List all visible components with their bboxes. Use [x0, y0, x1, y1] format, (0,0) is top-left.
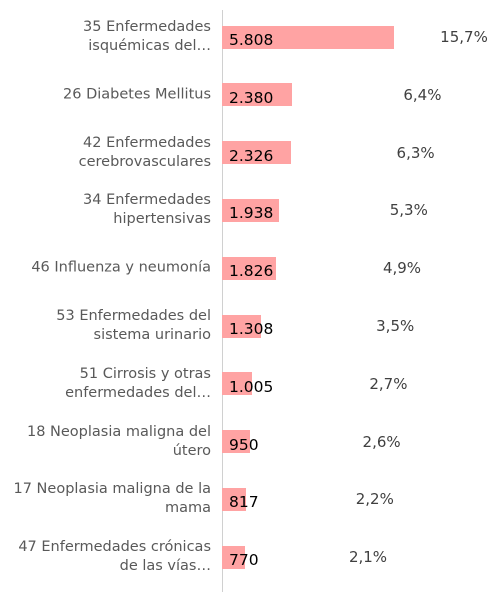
- value-label: 1.308: [229, 320, 274, 338]
- category-label: 35 Enfermedades isquémicas del…: [83, 19, 211, 54]
- share-label: 15,7%: [440, 28, 488, 46]
- share-label: 2,6%: [362, 432, 401, 451]
- bar: [222, 256, 277, 280]
- bar: [222, 25, 394, 49]
- category-label: 26 Diabetes Mellitus: [63, 86, 211, 103]
- share-label: 5,3%: [389, 201, 428, 220]
- category-label: 51 Cirrosis y otras enfermedades del…: [65, 365, 211, 401]
- bar: [222, 487, 247, 511]
- value-label: 950: [229, 435, 259, 454]
- bar: [222, 430, 251, 454]
- category-label: 53 Enfermedades del sistema urinario: [56, 308, 211, 343]
- bar: [222, 198, 280, 222]
- category-label: 18 Neoplasia maligna del útero: [26, 423, 211, 459]
- share-label: 4,9%: [382, 259, 422, 278]
- value-label: 1.005: [229, 377, 274, 396]
- bar: [222, 141, 291, 165]
- category-label: 47 Enfermedades crónicas de las vías…: [18, 539, 211, 575]
- bar: [222, 83, 293, 107]
- bar: [222, 372, 252, 396]
- value-label: 1.938: [229, 204, 274, 223]
- value-label: 2.380: [229, 88, 274, 107]
- share-label: 6,3%: [396, 143, 435, 162]
- category-label: 34 Enfermedades hipertensivas: [83, 192, 211, 228]
- bar: [222, 314, 261, 338]
- share-label: 2,2%: [355, 490, 394, 509]
- category-label: 42 Enfermedades cerebrovasculares: [78, 134, 211, 170]
- share-label: 2,1%: [348, 548, 388, 567]
- share-label: 6,4%: [403, 85, 442, 104]
- category-label: 17 Neoplasia maligna de la mama: [13, 481, 212, 517]
- axis-line: [222, 10, 223, 592]
- value-label: 770: [229, 551, 259, 570]
- value-label: 5.808: [229, 31, 274, 49]
- bar: [222, 545, 245, 569]
- share-label: 2,7%: [369, 374, 408, 393]
- value-label: 1.826: [229, 262, 274, 281]
- category-label: 46 Influenza y neumonía: [31, 259, 211, 276]
- share-label: 3,5%: [376, 317, 415, 335]
- value-label: 817: [229, 493, 259, 512]
- value-label: 2.326: [229, 146, 274, 165]
